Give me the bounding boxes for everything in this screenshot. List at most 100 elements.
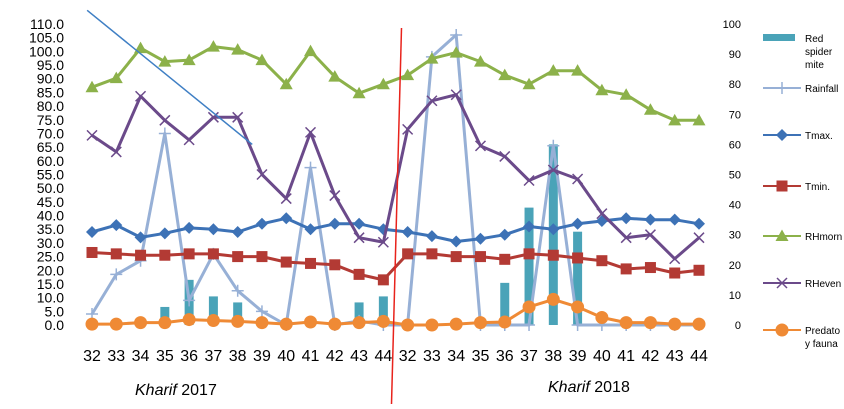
circle-marker (571, 300, 585, 314)
left-tick-label: 105.0 (29, 30, 64, 46)
square-marker (110, 248, 122, 260)
right-tick-label: 40 (729, 200, 741, 212)
legend-label: y fauna (805, 339, 838, 350)
square-marker (402, 248, 414, 260)
annotations (86, 9, 403, 405)
plus-marker (255, 305, 268, 318)
square-marker (669, 267, 681, 279)
cross-marker (159, 114, 171, 126)
legend-item: Rainfall (763, 82, 838, 95)
circle-marker (425, 318, 439, 332)
triangle-marker (352, 86, 366, 99)
diamond-marker (231, 225, 244, 238)
right-tick-label: 50 (729, 170, 741, 182)
left-tick-label: 25.0 (37, 249, 64, 265)
cross-marker (776, 277, 788, 289)
square-marker (572, 252, 584, 264)
category-label: 33 (107, 348, 125, 365)
diamond-marker (425, 230, 438, 243)
right-tick-label: 0 (735, 320, 741, 332)
category-label: 44 (374, 348, 392, 365)
category-label: 43 (350, 348, 368, 365)
triangle-marker (158, 55, 172, 67)
triangle-marker (546, 64, 560, 76)
left-tick-label: 80.0 (37, 98, 64, 114)
square-marker (547, 249, 559, 261)
triangle-marker (85, 80, 99, 93)
right-tick-label: 70 (729, 109, 741, 121)
cross-marker (572, 173, 584, 185)
cross-marker (232, 111, 244, 123)
plus-marker (776, 82, 788, 94)
line-series (85, 28, 706, 332)
diamond-marker (401, 225, 414, 238)
square-marker (329, 259, 341, 271)
cross-marker (547, 164, 559, 176)
category-label: 37 (205, 348, 223, 365)
season-label-2017: Kharif 2017 (135, 382, 217, 399)
left-tick-label: 55.0 (37, 167, 64, 183)
legend-swatch (763, 34, 795, 41)
series-rheven (86, 89, 705, 265)
cross-marker (450, 89, 462, 101)
diamond-marker (86, 225, 98, 238)
left-tick-label: 100.0 (29, 43, 64, 59)
circle-marker (473, 316, 487, 330)
square-marker (86, 246, 98, 258)
category-label: 41 (302, 348, 320, 365)
diamond-marker (498, 228, 511, 241)
left-tick-label: 0.0 (45, 317, 65, 333)
left-tick-label: 75.0 (37, 112, 64, 128)
square-marker (499, 253, 511, 265)
square-marker (256, 251, 268, 263)
category-label: 39 (253, 348, 271, 365)
legend-label: Predato (805, 326, 840, 337)
bar (354, 302, 364, 325)
circle-marker (619, 316, 633, 330)
triangle-marker (692, 113, 706, 126)
right-tick-label: 10 (729, 290, 741, 302)
plus-marker (158, 127, 171, 140)
diamond-marker (523, 220, 536, 233)
square-marker (693, 264, 705, 276)
right-tick-label: 60 (729, 139, 741, 151)
cross-marker (304, 126, 317, 138)
category-label: 38 (229, 348, 247, 365)
square-marker (207, 248, 219, 260)
square-marker (135, 249, 147, 261)
triangle-marker (255, 53, 269, 66)
legend-label: mite (805, 60, 824, 71)
cross-marker (353, 232, 365, 244)
square-marker (426, 248, 438, 260)
circle-marker (498, 315, 512, 329)
left-tick-label: 20.0 (37, 262, 64, 278)
left-tick-label: 30.0 (37, 235, 64, 251)
legend-item: RHeven (763, 277, 841, 290)
cross-marker (644, 229, 656, 241)
diamond-marker (693, 217, 705, 230)
circle-marker (449, 317, 463, 331)
plus-marker (183, 294, 196, 307)
left-tick-label: 15.0 (37, 276, 64, 292)
diamond-marker (353, 217, 366, 230)
square-marker (305, 257, 317, 269)
left-tick-label: 110.0 (30, 16, 64, 32)
legend-label: RHeven (805, 279, 841, 290)
category-label: 32 (83, 348, 101, 365)
legend-item: Predato y fauna (763, 323, 840, 350)
circle-marker (595, 310, 609, 324)
diamond-marker (328, 217, 341, 230)
cross-marker (110, 146, 122, 158)
triangle-marker (571, 64, 585, 76)
triangle-marker (668, 113, 682, 126)
category-label: 34 (132, 348, 150, 365)
cross-marker (402, 123, 414, 135)
right-tick-label: 20 (729, 260, 741, 272)
diamond-marker (668, 213, 681, 226)
right-tick-label: 30 (729, 230, 741, 242)
diamond-marker (620, 212, 633, 225)
left-tick-label: 40.0 (37, 208, 64, 224)
